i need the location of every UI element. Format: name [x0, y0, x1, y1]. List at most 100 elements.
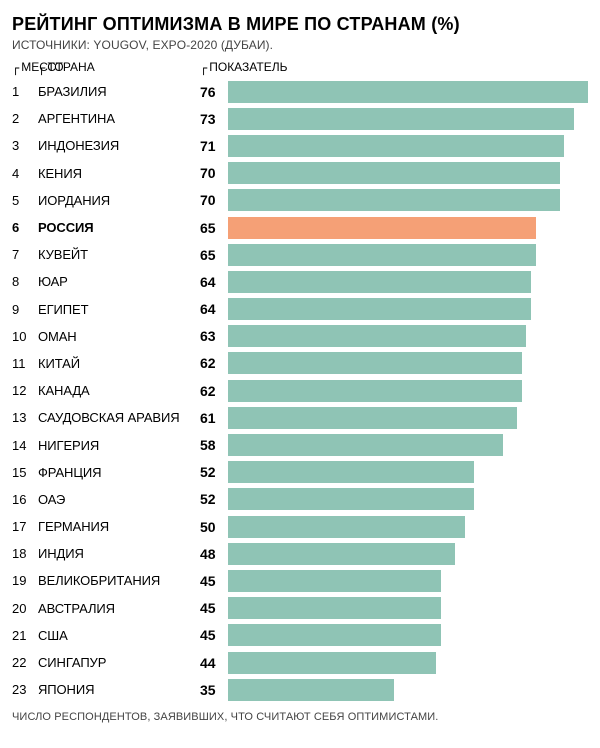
country-cell: ИНДОНЕЗИЯ [38, 138, 200, 153]
country-cell: РОССИЯ [38, 220, 200, 235]
value-cell: 48 [200, 546, 228, 562]
bar-track [228, 298, 588, 320]
rank-cell: 6 [12, 220, 38, 235]
country-cell: СИНГАПУР [38, 655, 200, 670]
bar-fill [228, 298, 531, 320]
rank-cell: 14 [12, 438, 38, 453]
country-cell: ГЕРМАНИЯ [38, 519, 200, 534]
bar-track [228, 570, 588, 592]
rank-cell: 22 [12, 655, 38, 670]
bar-track [228, 108, 588, 130]
table-row: 3ИНДОНЕЗИЯ71 [12, 132, 588, 159]
bar-fill [228, 624, 441, 646]
table-row: 6РОССИЯ65 [12, 214, 588, 241]
value-cell: 61 [200, 410, 228, 426]
value-cell: 45 [200, 600, 228, 616]
bar-track [228, 217, 588, 239]
table-row: 21США45 [12, 622, 588, 649]
table-row: 10ОМАН63 [12, 323, 588, 350]
rank-cell: 10 [12, 329, 38, 344]
chart-footnote: ЧИСЛО РЕСПОНДЕНТОВ, ЗАЯВИВШИХ, ЧТО СЧИТА… [12, 711, 588, 723]
bar-track [228, 271, 588, 293]
country-cell: ЮАР [38, 274, 200, 289]
bracket-icon: ┌ [200, 62, 207, 74]
table-row: 2АРГЕНТИНА73 [12, 105, 588, 132]
table-row: 7КУВЕЙТ65 [12, 241, 588, 268]
value-cell: 62 [200, 355, 228, 371]
value-cell: 70 [200, 192, 228, 208]
rank-cell: 23 [12, 682, 38, 697]
chart-title: РЕЙТИНГ ОПТИМИЗМА В МИРЕ ПО СТРАНАМ (%) [12, 14, 588, 35]
bar-track [228, 189, 588, 211]
rank-cell: 3 [12, 138, 38, 153]
value-cell: 64 [200, 274, 228, 290]
bar-fill [228, 162, 560, 184]
bar-fill [228, 461, 474, 483]
value-cell: 52 [200, 464, 228, 480]
value-cell: 45 [200, 573, 228, 589]
bar-track [228, 516, 588, 538]
value-cell: 62 [200, 383, 228, 399]
rank-cell: 4 [12, 166, 38, 181]
bar-track [228, 407, 588, 429]
bar-track [228, 325, 588, 347]
bar-fill [228, 244, 536, 266]
rank-cell: 7 [12, 247, 38, 262]
value-cell: 64 [200, 301, 228, 317]
rank-cell: 17 [12, 519, 38, 534]
country-cell: ИОРДАНИЯ [38, 193, 200, 208]
bar-fill [228, 652, 436, 674]
bar-fill [228, 217, 536, 239]
country-cell: КУВЕЙТ [38, 247, 200, 262]
value-cell: 58 [200, 437, 228, 453]
value-cell: 70 [200, 165, 228, 181]
table-row: 13САУДОВСКАЯ АРАВИЯ61 [12, 404, 588, 431]
value-cell: 35 [200, 682, 228, 698]
bar-fill [228, 516, 465, 538]
rank-cell: 15 [12, 465, 38, 480]
bar-fill [228, 325, 526, 347]
rank-cell: 5 [12, 193, 38, 208]
table-row: 23ЯПОНИЯ35 [12, 676, 588, 703]
value-cell: 73 [200, 111, 228, 127]
bracket-icon: ┌ [38, 62, 45, 74]
bar-track [228, 488, 588, 510]
bar-track [228, 543, 588, 565]
bar-fill [228, 407, 517, 429]
country-cell: АВСТРАЛИЯ [38, 601, 200, 616]
bar-fill [228, 570, 441, 592]
country-cell: ЯПОНИЯ [38, 682, 200, 697]
bar-track [228, 352, 588, 374]
country-cell: ИНДИЯ [38, 546, 200, 561]
rank-cell: 1 [12, 84, 38, 99]
rank-cell: 9 [12, 302, 38, 317]
bar-track [228, 434, 588, 456]
rank-cell: 13 [12, 410, 38, 425]
bar-track [228, 652, 588, 674]
bracket-icon: ┌ [12, 62, 19, 74]
value-cell: 50 [200, 519, 228, 535]
table-row: 22СИНГАПУР44 [12, 649, 588, 676]
bar-fill [228, 135, 564, 157]
rank-cell: 16 [12, 492, 38, 507]
table-row: 1БРАЗИЛИЯ76 [12, 78, 588, 105]
table-row: 18ИНДИЯ48 [12, 540, 588, 567]
country-cell: КЕНИЯ [38, 166, 200, 181]
value-cell: 71 [200, 138, 228, 154]
table-row: 16ОАЭ52 [12, 486, 588, 513]
bar-fill [228, 434, 503, 456]
bar-track [228, 81, 588, 103]
rank-cell: 19 [12, 573, 38, 588]
country-cell: АРГЕНТИНА [38, 111, 200, 126]
bar-fill [228, 81, 588, 103]
country-cell: БРАЗИЛИЯ [38, 84, 200, 99]
value-cell: 52 [200, 491, 228, 507]
country-cell: США [38, 628, 200, 643]
rank-cell: 18 [12, 546, 38, 561]
bar-fill [228, 271, 531, 293]
column-headers: ┌ МЕСТО ┌ СТРАНА ┌ ПОКАЗАТЕЛЬ [12, 60, 588, 74]
country-cell: КАНАДА [38, 383, 200, 398]
table-row: 12КАНАДА62 [12, 377, 588, 404]
country-cell: ФРАНЦИЯ [38, 465, 200, 480]
rank-cell: 2 [12, 111, 38, 126]
